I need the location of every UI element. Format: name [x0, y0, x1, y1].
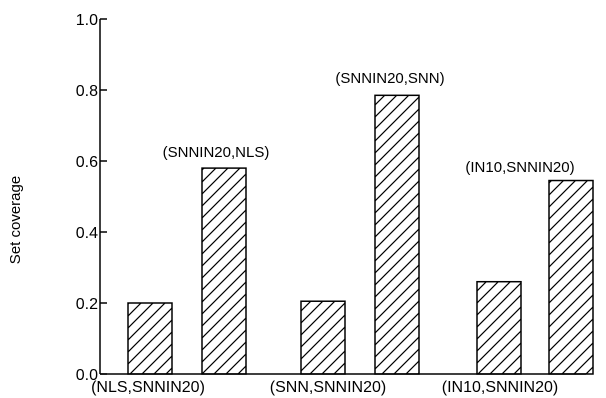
x-group-label: (NLS,SNNIN20) [91, 379, 205, 396]
bar [201, 167, 247, 375]
y-tick-label: 0.2 [76, 296, 98, 313]
bar-top-label: (SNNIN20,NLS) [163, 144, 270, 161]
y-axis-label: Set coverage [7, 176, 24, 264]
bar-top-label: (SNNIN20,SNN) [335, 70, 444, 87]
y-tick-label: 0.8 [76, 83, 98, 100]
bar [300, 300, 346, 375]
bar [374, 94, 420, 375]
bar-top-label: (IN10,SNNIN20) [465, 159, 574, 176]
y-tick-label: 0.4 [76, 225, 98, 242]
y-ticks: 0.0 0.2 0.4 0.6 0.8 1.0 [76, 12, 107, 384]
bar [127, 302, 173, 375]
bar [548, 179, 594, 375]
y-tick-label: 1.0 [76, 12, 98, 29]
y-tick-label: 0.0 [76, 367, 98, 384]
x-group-label: (IN10,SNNIN20) [442, 379, 558, 396]
bar [476, 280, 522, 375]
bar-top-labels: (SNNIN20,NLS) (SNNIN20,SNN) (IN10,SNNIN20) [163, 70, 575, 176]
x-group-label: (SNN,SNNIN20) [270, 379, 386, 396]
bars [127, 94, 594, 375]
group-labels: (NLS,SNNIN20) (SNN,SNNIN20) (IN10,SNNIN20) [91, 379, 558, 396]
y-tick-label: 0.6 [76, 154, 98, 171]
